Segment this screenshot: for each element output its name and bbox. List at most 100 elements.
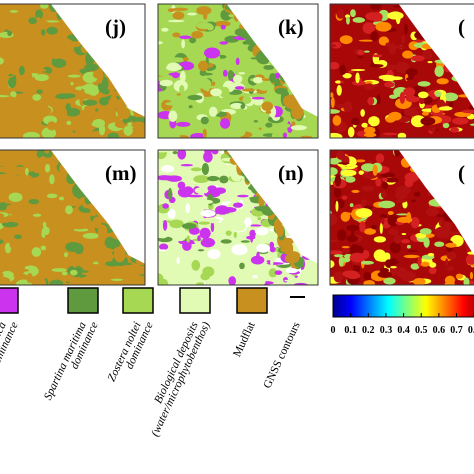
map-patch [8,192,23,203]
map-patch [162,219,168,231]
map-patch [411,199,417,203]
map-patch [28,55,34,58]
map-patch [91,263,100,276]
map-patch [90,247,95,260]
map-patch [361,201,365,208]
map-patch [88,223,93,232]
colorbar-tick-label: 0.7 [450,325,463,336]
map-patch [42,226,50,236]
coast-patch [92,216,102,229]
map-patch [158,227,170,239]
map-patch [206,175,220,182]
map-patch [42,221,47,228]
map-patch [165,102,177,106]
map-patch [235,57,240,66]
panel-label: (n) [278,161,304,185]
map-patch [17,6,32,13]
map-patch [167,19,185,23]
coast-patch [284,253,300,264]
map-patch [74,123,89,135]
map-patch [25,167,29,176]
map-patch [261,101,274,112]
map-patch [346,224,360,231]
map-patch [300,135,313,138]
map-patch [427,61,433,64]
map-patch [160,165,175,173]
map-patch [161,27,169,32]
map-patch [427,252,435,257]
map-patch [55,182,61,186]
map-patch [70,223,88,230]
map-patch [270,259,274,266]
map-patch [198,221,211,225]
map-patch [182,241,192,251]
map-patch [377,271,392,278]
map-patch [176,257,180,265]
map-patch [335,200,339,212]
map-patch [20,265,26,274]
map-patch [41,279,47,285]
map-patch [134,130,139,134]
map-patch [39,254,50,257]
map-patch [69,269,78,276]
map-patch [0,110,1,118]
map-patch [117,274,127,284]
coast-patch [113,246,126,263]
map-patch [231,220,246,232]
map-patch [261,78,271,81]
map-patch [61,271,68,276]
map-patch [401,239,411,244]
map-patch [201,163,210,175]
land [50,4,145,117]
map-patch [249,229,256,238]
map-patch [51,268,67,272]
map-patch [417,91,429,99]
map-patch [44,11,52,18]
map-patch [405,68,418,76]
map-patch [434,90,442,97]
map-patch [346,272,361,280]
map-patch [444,281,455,285]
map-patch [196,282,205,285]
map-patch [336,150,346,160]
map-patch [35,17,42,22]
map-patch [266,88,273,100]
map-patch [363,83,375,91]
map-patch [251,96,265,100]
map-patch [49,279,64,285]
map-patch [387,210,394,215]
map-patch [198,60,209,72]
map-patch [363,126,376,134]
map-patch [363,132,377,138]
map-patch [179,85,185,94]
map-patch [241,88,256,92]
map-frame [329,149,474,286]
map-patch [330,260,335,269]
map-patch [330,61,340,70]
map-patch [450,127,460,133]
map-patch [333,186,342,198]
map-patch [334,80,342,84]
map-patch [256,251,260,260]
map-patch [373,249,386,261]
map-patch [66,230,79,236]
map-patch [370,12,383,22]
map-patch [187,12,197,16]
map-patch [355,208,373,218]
map-patch [431,126,436,133]
map-patch [399,92,406,104]
map-patch [402,50,414,59]
map-patch [65,107,81,117]
map-patch [403,254,420,259]
map-patch [9,10,19,13]
map-patch [339,64,347,76]
map-patch [333,254,344,258]
map-patch [225,230,232,236]
map-patch [88,115,102,118]
coast-patch [84,63,99,72]
map-patch [188,105,193,109]
map-patch [349,244,364,256]
map-patch [31,247,42,257]
map-patch [330,213,338,226]
map-patch [421,111,430,116]
